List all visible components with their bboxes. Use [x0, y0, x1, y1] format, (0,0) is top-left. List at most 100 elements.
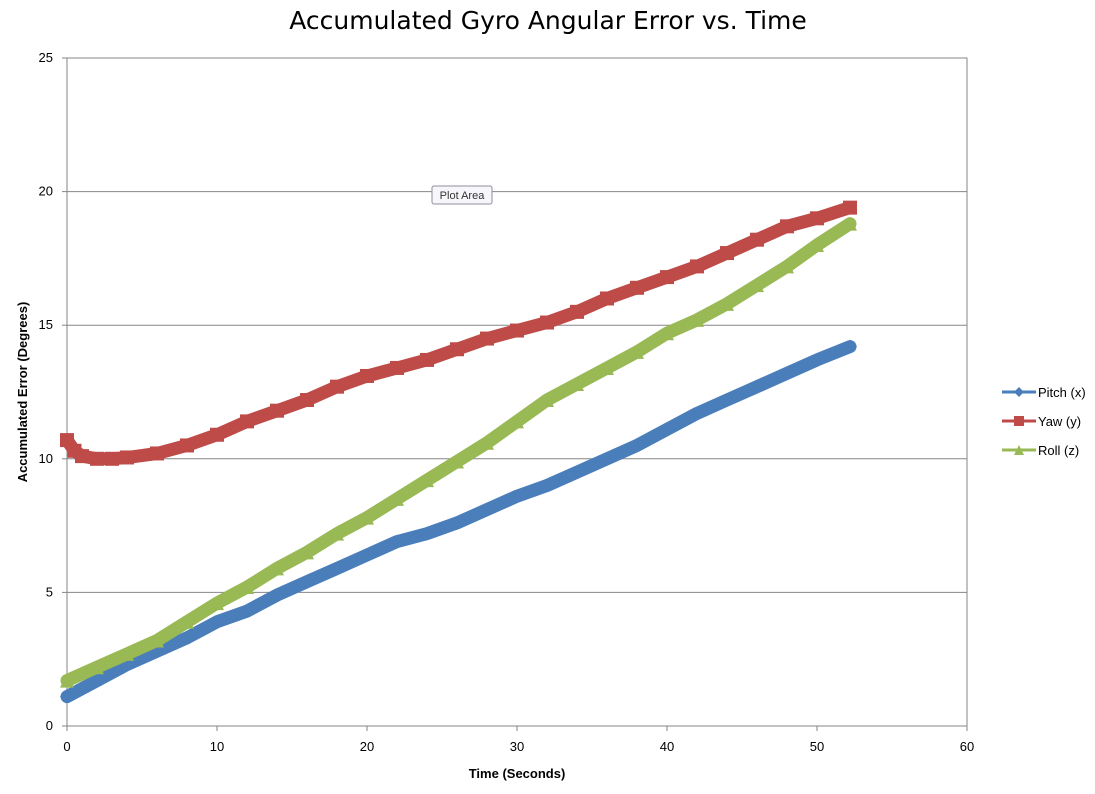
data-point	[720, 246, 734, 261]
data-point	[90, 451, 104, 466]
data-point	[330, 526, 344, 541]
data-point	[240, 580, 254, 595]
data-point	[120, 646, 134, 661]
tick-labels: 0 5 10 15 20 25 0 10 20 30 40 50 60	[39, 50, 975, 754]
data-point	[150, 446, 164, 461]
data-point	[390, 491, 404, 506]
data-point	[180, 614, 194, 629]
data-point	[120, 450, 134, 465]
y-axis-label: Accumulated Error (Degrees)	[15, 302, 30, 483]
series-line	[60, 201, 857, 466]
data-point	[300, 393, 314, 408]
data-point	[540, 478, 554, 493]
data-point	[360, 368, 374, 383]
data-point	[510, 414, 524, 429]
data-point	[480, 435, 494, 450]
y-tick-label: 15	[39, 317, 53, 332]
x-tick-label: 0	[63, 739, 70, 754]
data-point	[60, 689, 74, 704]
data-point	[720, 296, 734, 311]
data-point	[630, 280, 644, 295]
data-point	[780, 219, 794, 234]
x-tick-label: 50	[810, 739, 824, 754]
data-point	[360, 510, 374, 525]
data-point	[660, 270, 674, 285]
data-point	[780, 259, 794, 274]
data-point	[240, 414, 254, 429]
data-point	[750, 232, 764, 247]
series-0	[60, 339, 857, 704]
data-point	[843, 200, 857, 215]
data-point	[540, 315, 554, 330]
plot-area[interactable]	[66, 57, 968, 727]
legend-label: Yaw (y)	[1038, 414, 1081, 429]
data-point	[660, 422, 674, 437]
data-point	[210, 596, 224, 611]
data-point	[843, 216, 857, 231]
data-point	[210, 614, 224, 629]
y-tick-label: 20	[39, 184, 53, 199]
data-point	[180, 438, 194, 453]
data-point	[570, 376, 584, 391]
data-point	[510, 323, 524, 338]
data-point	[150, 633, 164, 648]
data-point	[660, 326, 674, 341]
data-point	[60, 673, 74, 688]
data-point	[300, 545, 314, 560]
data-point	[330, 561, 344, 576]
legend-marker	[1014, 387, 1024, 397]
legend: Pitch (x) Yaw (y) Roll (z)	[1002, 385, 1086, 458]
legend-label: Roll (z)	[1038, 443, 1079, 458]
legend-marker	[1014, 445, 1024, 455]
data-point	[105, 451, 119, 466]
chart-title: Accumulated Gyro Angular Error vs. Time	[289, 6, 807, 35]
data-point	[210, 427, 224, 442]
tooltip-label: Plot Area	[440, 190, 486, 202]
data-point	[810, 211, 824, 226]
data-point	[570, 465, 584, 480]
data-point	[75, 449, 89, 464]
x-tick-label: 10	[210, 739, 224, 754]
data-point	[630, 344, 644, 359]
y-tick-label: 10	[39, 451, 53, 466]
data-point	[300, 574, 314, 589]
series-layer	[60, 200, 857, 704]
data-point	[690, 406, 704, 421]
data-point	[240, 604, 254, 619]
x-tick-label: 60	[960, 739, 974, 754]
tooltip-box	[431, 185, 493, 205]
data-point	[600, 360, 614, 375]
data-point	[420, 352, 434, 367]
data-point	[90, 673, 104, 688]
data-point	[780, 366, 794, 381]
data-point	[540, 393, 554, 408]
data-point	[270, 403, 284, 418]
data-point	[390, 534, 404, 549]
plot-area-tooltip: Plot Area	[431, 185, 493, 205]
data-point	[720, 393, 734, 408]
data-point	[750, 278, 764, 293]
data-point	[630, 438, 644, 453]
data-point	[450, 454, 464, 469]
y-tick-label: 0	[46, 718, 53, 733]
data-point	[360, 547, 374, 562]
data-point	[270, 588, 284, 603]
legend-marker	[1014, 416, 1024, 426]
data-point	[480, 331, 494, 346]
data-point	[390, 360, 404, 375]
x-tick-label: 40	[660, 739, 674, 754]
x-tick-label: 30	[510, 739, 524, 754]
legend-label: Pitch (x)	[1038, 385, 1086, 400]
data-point	[60, 433, 74, 448]
y-tick-label: 5	[46, 584, 53, 599]
data-point	[810, 352, 824, 367]
y-tick-label: 25	[39, 50, 53, 65]
data-point	[90, 660, 104, 675]
data-point	[270, 561, 284, 576]
data-point	[690, 259, 704, 274]
data-point	[480, 502, 494, 517]
data-point	[810, 238, 824, 253]
data-point	[600, 291, 614, 306]
data-point	[420, 526, 434, 541]
